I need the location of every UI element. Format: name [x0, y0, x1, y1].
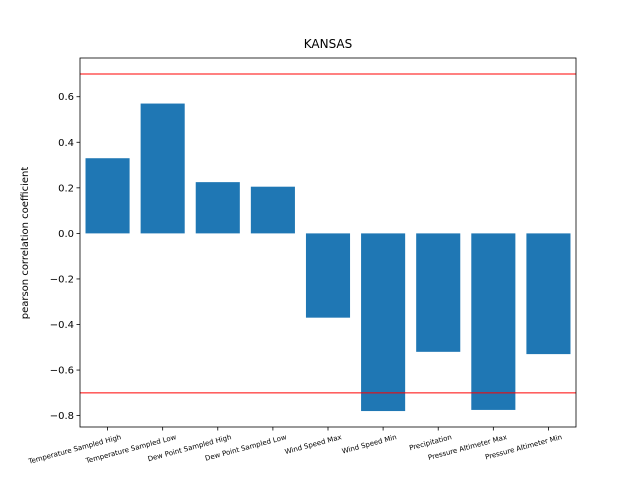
bar [305, 233, 351, 318]
x-tick-label: Wind Speed Max [284, 433, 343, 456]
bar [195, 182, 240, 234]
y-axis-label: pearson correlation coefficient [20, 167, 31, 320]
chart-title: KANSAS [304, 37, 353, 51]
bar [526, 233, 571, 355]
x-tick-label: Temperature Sampled Low [84, 433, 177, 465]
y-tick-label: 0.4 [58, 138, 74, 149]
y-tick-label: −0.2 [50, 274, 74, 285]
y-tick-label: 0.6 [58, 92, 74, 103]
y-axis: −0.8 −0.6 −0.4 −0.2 0.0 0.2 0.4 0.6 [50, 92, 80, 422]
x-tick-label: Temperature Sampled High [27, 433, 122, 466]
x-tick-label: Wind Speed Min [341, 433, 398, 455]
y-tick-label: 0.0 [58, 229, 74, 240]
bar [250, 186, 295, 234]
bar [416, 233, 461, 352]
bar [85, 158, 130, 234]
bar [361, 233, 406, 412]
plot-frame [79, 57, 577, 428]
y-tick-label: −0.8 [50, 411, 74, 422]
bar [471, 233, 516, 410]
threshold-lines [80, 73, 576, 394]
bars-group [85, 103, 571, 412]
y-tick-label: 0.2 [58, 183, 74, 194]
bar [140, 103, 185, 234]
y-tick-label: −0.4 [50, 320, 74, 331]
y-tick-label: −0.6 [50, 366, 74, 377]
